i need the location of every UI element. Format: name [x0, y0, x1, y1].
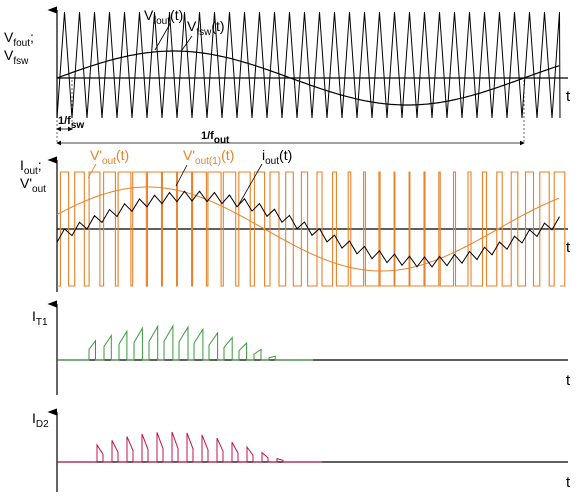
panel2-ylabel-2: V'out: [20, 175, 46, 195]
carrier-triangle-wave: [56, 11, 561, 119]
panel1-ylabel-2: Vfsw: [4, 47, 29, 67]
fundamental-voltage-curve: [56, 186, 560, 272]
fsw-period-label: 1/fsw: [58, 115, 84, 131]
iout-leader: [237, 163, 263, 207]
pwm-output-voltage: [57, 171, 566, 287]
panel4-t-label: t: [566, 474, 571, 491]
vout1-label: V'out(1)(t): [183, 147, 234, 167]
panel2-t-label: t: [566, 239, 571, 256]
iout-label: iout(t): [262, 147, 292, 167]
output-current-curve: [56, 190, 560, 268]
vout1-leader: [175, 164, 188, 187]
panel4-ylabel: ID2: [32, 410, 49, 430]
vfout-label: Vfout(t): [144, 7, 183, 27]
panel1-ylabel: Vfout;: [4, 29, 34, 49]
fout-period-label: 1/fout: [201, 130, 230, 146]
panel3-ylabel: IT1: [32, 308, 48, 328]
panel2-ylabel: Iout;: [20, 157, 42, 177]
vout-label: V'out(t): [90, 147, 129, 167]
transistor-t1-current: [57, 324, 313, 361]
vfsw-leader: [181, 35, 193, 51]
diode-d2-current: [57, 431, 322, 463]
panel3-t-label: t: [566, 372, 571, 389]
modulating-sine-wave: [56, 50, 560, 106]
panel-output: Iout; V'out V'out(t) V'out(1)(t) iout(t)…: [20, 147, 571, 292]
panel-diode-current: ID2 t: [32, 408, 571, 492]
panel-modulation: Vfout; Vfsw Vfout(t) Vfsw(t) t 1/fsw 1/f…: [4, 6, 571, 146]
vout-leader: [87, 163, 97, 179]
vfsw-label: Vfsw(t): [187, 18, 225, 38]
vfout-leader: [154, 23, 171, 51]
panel1-t-label: t: [566, 88, 571, 105]
panel-transistor-current: IT1 t: [32, 300, 571, 395]
